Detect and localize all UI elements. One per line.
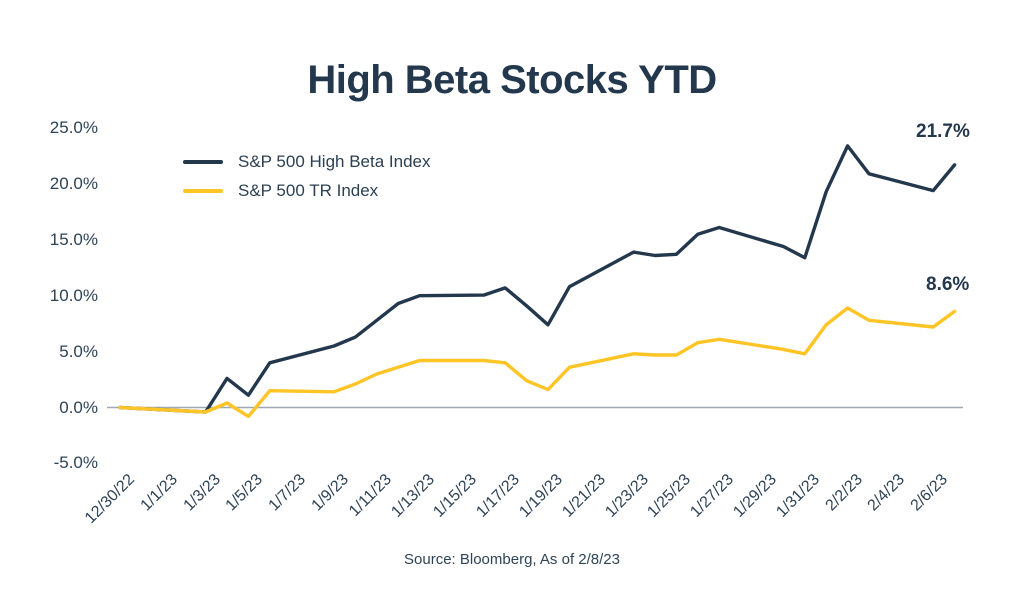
legend-label: S&P 500 High Beta Index [238,151,431,171]
chart-title: High Beta Stocks YTD [307,58,717,102]
high-beta-line-swatch-icon [183,159,223,164]
y-tick-label: 5.0% [59,341,98,361]
legend-item-tr-index: S&P 500 TR Index [183,176,431,205]
legend-label: S&P 500 TR Index [238,180,379,200]
y-tick-label: 20.0% [49,173,98,193]
chart-legend: S&P 500 High Beta Index S&P 500 TR Index [183,147,431,205]
y-tick-label: 0.0% [59,397,98,417]
end-value-label-tr-index: 8.6% [926,274,970,295]
end-value-label-high-beta: 21.7% [916,121,970,142]
y-tick-label: 15.0% [49,229,98,249]
source-note: Source: Bloomberg, As of 2/8/23 [404,551,620,568]
series-line-tr-index [118,306,957,419]
y-tick-label: 10.0% [49,285,98,305]
tr-index-line-swatch-icon [183,188,223,193]
legend-item-high-beta: S&P 500 High Beta Index [183,147,431,176]
series-line-high-beta [118,144,957,414]
y-tick-label: -5.0% [53,453,98,473]
y-tick-label: 25.0% [49,118,98,137]
